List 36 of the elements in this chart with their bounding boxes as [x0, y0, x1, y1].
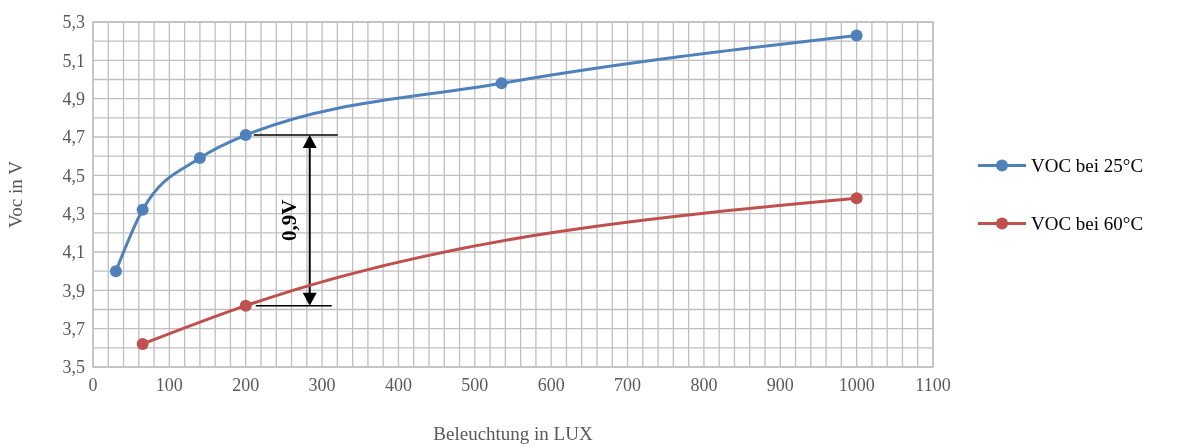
x-tick-label: 200 [232, 375, 260, 395]
x-tick-label: 300 [308, 375, 336, 395]
point [136, 203, 149, 216]
point [136, 338, 149, 350]
x-tick-label: 1100 [915, 375, 951, 395]
x-tick-label: 100 [155, 375, 183, 395]
point [495, 77, 508, 90]
y-axis-title: Voc in V [5, 160, 26, 228]
y-tick-label: 5,3 [62, 12, 85, 33]
legend-label: VOC bei 60°C [1031, 213, 1144, 235]
x-tick-label: 500 [461, 375, 489, 395]
y-tick-label: 4,5 [62, 165, 85, 186]
y-tick-label: 4,7 [62, 127, 85, 148]
y-tick-label: 3,9 [62, 280, 85, 301]
x-tick-label: 400 [384, 375, 412, 395]
y-tick-label: 4,3 [62, 203, 85, 224]
point [850, 192, 863, 205]
x-tick-label: 700 [614, 375, 642, 395]
x-tick-label: 600 [537, 375, 565, 395]
point [109, 265, 122, 278]
x-tick-label: 900 [766, 375, 794, 395]
x-tick-label: 0 [88, 375, 98, 395]
annotation: 0,9V [276, 199, 301, 242]
x-tick-label: 1000 [838, 375, 875, 395]
y-tick-label: 3,5 [62, 357, 85, 378]
y-tick-label: 4,9 [62, 88, 85, 109]
legend-label: VOC bei 25°C [1031, 155, 1144, 177]
y-tick-label: 4,1 [62, 242, 85, 263]
y-tick-label: 5,1 [62, 50, 85, 71]
point [239, 129, 252, 142]
x-axis-title: Beleuchtung in LUX [433, 423, 593, 444]
point [193, 152, 206, 165]
y-tick-label: 3,7 [62, 318, 85, 339]
x-tick-label: 800 [690, 375, 718, 395]
point [850, 29, 863, 42]
point [239, 299, 252, 312]
